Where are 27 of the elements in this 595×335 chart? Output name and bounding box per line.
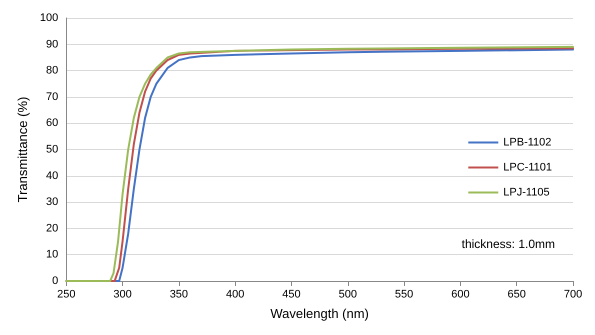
x-tick-label: 600 bbox=[451, 288, 470, 300]
x-tick-label: 450 bbox=[282, 288, 301, 300]
legend-label: LPB-1102 bbox=[503, 136, 552, 148]
y-axis-title: Transmittance (%) bbox=[15, 96, 30, 202]
x-tick-label: 300 bbox=[113, 288, 132, 300]
x-tick-label: 250 bbox=[57, 288, 76, 300]
y-tick-label: 20 bbox=[46, 222, 58, 234]
y-tick-label: 90 bbox=[46, 38, 58, 50]
y-tick-label: 70 bbox=[46, 90, 58, 103]
y-tick-label: 10 bbox=[46, 248, 58, 261]
x-tick-label: 400 bbox=[226, 288, 244, 300]
legend-label: LPJ-1105 bbox=[503, 186, 550, 198]
x-axis-title: Wavelength (nm) bbox=[270, 306, 369, 321]
legend-label: LPC-1101 bbox=[503, 162, 552, 174]
x-tick-label: 500 bbox=[338, 288, 357, 300]
y-tick-label: 100 bbox=[40, 12, 58, 24]
x-tick-label: 650 bbox=[508, 288, 526, 300]
y-tick-label: 40 bbox=[46, 170, 58, 182]
annotation: thickness: 1.0mm bbox=[462, 237, 556, 251]
y-tick-label: 0 bbox=[52, 275, 58, 287]
y-tick-label: 30 bbox=[46, 196, 58, 208]
x-tick-label: 350 bbox=[170, 288, 188, 300]
x-tick-label: 550 bbox=[394, 288, 414, 300]
y-tick-label: 80 bbox=[46, 64, 58, 77]
x-tick-label: 700 bbox=[564, 288, 582, 300]
y-tick-label: 60 bbox=[46, 117, 58, 130]
y-tick-label: 50 bbox=[46, 144, 58, 156]
